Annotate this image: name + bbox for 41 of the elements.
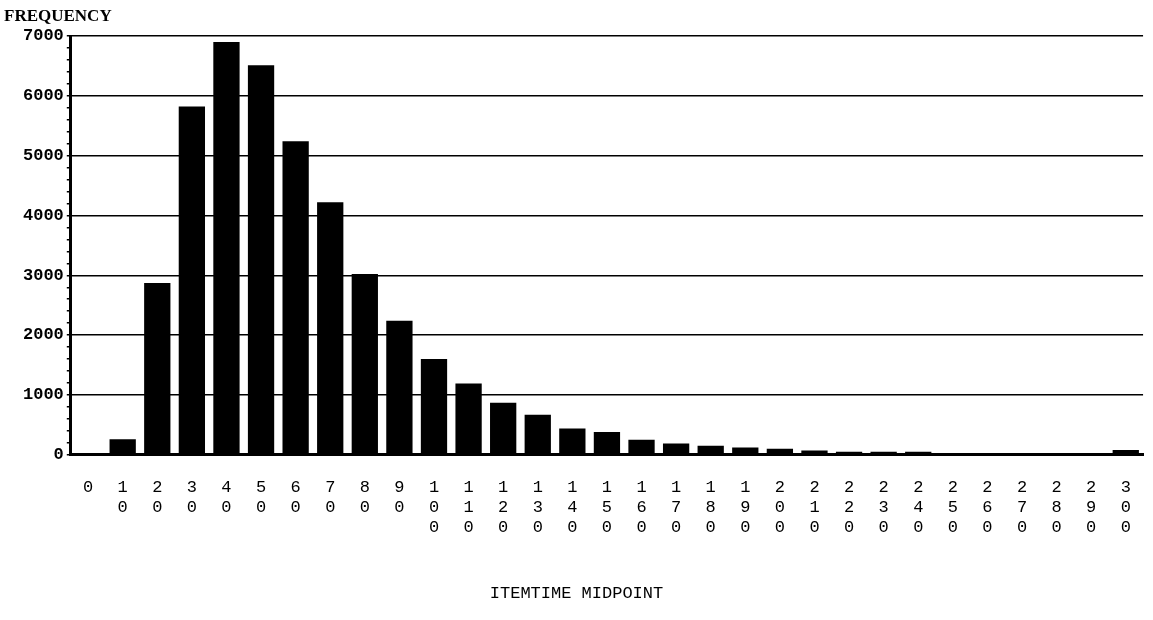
y-tick-label: 0: [53, 445, 64, 465]
x-tick-label: 240: [913, 477, 924, 538]
x-tick-label: 110: [463, 477, 474, 538]
y-axis-title: FREQUENCY: [4, 6, 112, 26]
y-tick-label: 4000: [22, 205, 64, 225]
x-axis-title: ITEMTIME MIDPOINT: [488, 584, 665, 603]
x-tick-label: 150: [601, 477, 613, 538]
x-tick-label: 300: [1120, 477, 1131, 538]
x-tick-label: 210: [809, 477, 820, 538]
y-tick-label: 6000: [22, 86, 64, 106]
x-tick-label: 90: [394, 477, 405, 517]
y-tick-label: 7000: [22, 26, 64, 46]
y-tick-label: 1000: [22, 385, 64, 405]
x-tick-label: 30: [186, 477, 197, 517]
x-tick-label: 270: [1016, 477, 1028, 538]
x-tick-label: 190: [740, 477, 751, 538]
x-tick-label: 10: [117, 477, 128, 517]
x-tick-label: 230: [878, 477, 889, 538]
x-tick-label: 200: [774, 477, 785, 538]
x-tick-label: 180: [705, 477, 716, 538]
x-tick-label: 60: [290, 477, 301, 517]
x-tick-label: 50: [255, 477, 267, 517]
x-tick-label: 80: [359, 477, 370, 517]
y-tick-label: 2000: [22, 325, 64, 345]
y-tick-label: 5000: [22, 145, 64, 165]
x-tick-label: 260: [982, 477, 993, 538]
x-tick-label: 140: [567, 477, 578, 538]
x-tick-label: 40: [221, 477, 232, 517]
x-tick-label: 70: [325, 477, 336, 517]
x-tick-label: 0: [83, 477, 94, 497]
x-tick-label: 130: [532, 477, 543, 538]
x-tick-label: 220: [843, 477, 855, 538]
x-tick-label: 170: [671, 477, 682, 538]
x-tick-label: 20: [152, 477, 163, 517]
x-tick-label: 100: [428, 477, 440, 538]
y-tick-label: 3000: [22, 265, 64, 285]
x-tick-label: 250: [947, 477, 958, 538]
x-tick-label: 290: [1086, 477, 1097, 538]
x-tick-label: 280: [1051, 477, 1062, 538]
x-tick-label: 120: [498, 477, 509, 538]
x-tick-label: 160: [636, 477, 647, 538]
